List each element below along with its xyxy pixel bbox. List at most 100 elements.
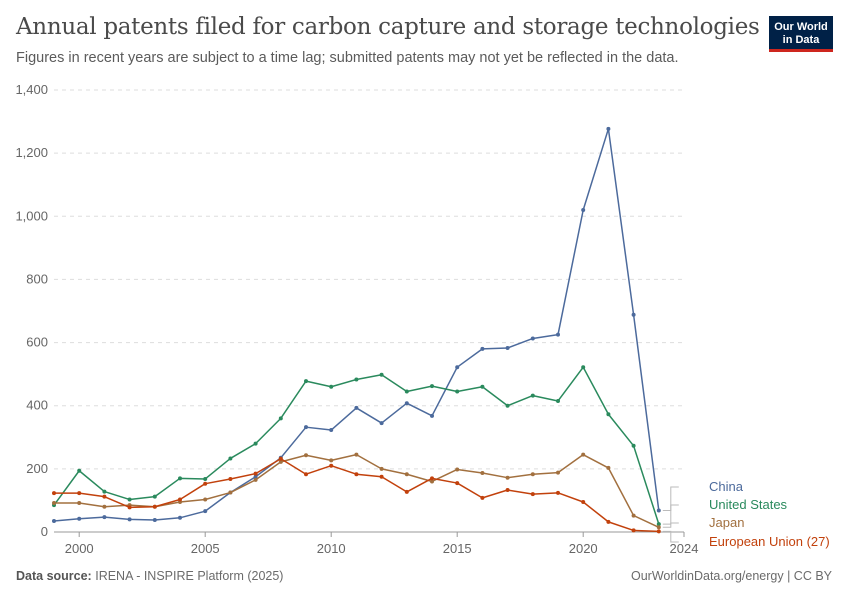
data-point: [556, 470, 560, 475]
data-point: [253, 441, 258, 446]
data-point: [127, 497, 132, 502]
data-point: [379, 372, 384, 377]
logo-line-1: Our World: [774, 21, 828, 33]
chart-grid: [54, 89, 684, 470]
data-point: [404, 389, 409, 394]
data-point: [354, 405, 359, 410]
data-point: [203, 509, 208, 514]
data-point: [152, 504, 157, 509]
legend-label: United States: [709, 497, 788, 512]
data-point: [102, 504, 107, 509]
x-tick-label: 2024: [670, 541, 699, 556]
data-point: [606, 126, 611, 131]
x-tick-label: 2015: [443, 541, 472, 556]
data-point: [480, 495, 485, 500]
data-point: [606, 519, 611, 524]
series-line: [54, 453, 660, 528]
chart-legend: China United States Japan European Union (2…: [662, 479, 830, 549]
data-point: [253, 477, 258, 482]
chart-axes: 0 200 400 600 800 1,000 1,200 1,400 2000 2005 2010…: [15, 82, 698, 556]
data-point: [631, 513, 636, 518]
data-point: [52, 491, 56, 496]
data-point: [606, 465, 611, 470]
data-point: [530, 472, 535, 477]
data-point: [178, 476, 182, 481]
data-point: [102, 489, 107, 494]
x-tick-label: 2005: [191, 541, 220, 556]
data-point: [656, 522, 661, 527]
data-point: [228, 476, 233, 481]
data-point: [127, 505, 132, 510]
y-tick-label: 1,000: [15, 208, 48, 223]
footer-credit[interactable]: OurWorldinData.org/energy | CC BY: [630, 569, 832, 583]
y-tick-label: 600: [26, 335, 48, 350]
data-point: [329, 428, 334, 433]
data-point: [430, 413, 434, 418]
data-point: [581, 500, 586, 505]
data-point: [304, 472, 308, 477]
data-point: [505, 345, 510, 350]
data-point: [530, 393, 535, 398]
data-point: [253, 471, 258, 476]
data-point: [203, 476, 208, 481]
data-point: [304, 453, 308, 458]
legend-connector: [662, 522, 679, 528]
data-point: [581, 452, 586, 457]
data-point: [631, 443, 636, 448]
legend-connector: [662, 486, 679, 512]
data-point: [228, 490, 233, 495]
data-point: [379, 421, 384, 426]
owid-logo[interactable]: Our World in Data: [769, 16, 833, 52]
data-point: [480, 346, 485, 351]
data-point: [379, 466, 384, 471]
data-point: [354, 472, 359, 477]
data-source: Data source: IRENA - INSPIRE Platform (2…: [16, 569, 283, 583]
data-point: [52, 503, 56, 508]
data-point: [530, 492, 535, 497]
data-point: [329, 384, 334, 389]
y-tick-label: 800: [26, 271, 48, 286]
data-point: [480, 470, 485, 475]
chart-subtitle: Figures in recent years are subject to a…: [16, 50, 679, 66]
y-tick-label: 0: [41, 524, 48, 539]
data-point: [530, 336, 535, 341]
data-point: [505, 475, 510, 480]
legend-label: Japan: [709, 515, 744, 530]
data-point: [253, 474, 258, 479]
data-point: [77, 468, 82, 473]
data-point: [203, 481, 208, 486]
data-point: [102, 494, 107, 499]
data-point: [329, 463, 334, 468]
data-point: [430, 479, 434, 484]
data-point: [278, 459, 283, 464]
data-point: [581, 365, 586, 370]
data-point: [203, 497, 208, 502]
data-point: [455, 481, 460, 486]
data-point: [606, 412, 611, 417]
data-source-text[interactable]: IRENA - INSPIRE Platform (2025): [95, 569, 284, 583]
data-point: [152, 518, 157, 523]
data-point: [505, 488, 510, 493]
data-point: [228, 490, 233, 495]
data-point: [178, 497, 182, 502]
data-point: [178, 515, 182, 520]
data-point: [404, 401, 409, 406]
data-point: [228, 456, 233, 461]
data-point: [455, 365, 460, 370]
data-point: [656, 525, 661, 530]
data-point: [505, 403, 510, 408]
data-point: [404, 472, 409, 477]
series-line: [53, 366, 660, 525]
data-point: [304, 425, 308, 430]
data-point: [556, 332, 560, 337]
data-point: [480, 384, 485, 389]
data-point: [278, 456, 283, 461]
series-line: [54, 458, 659, 533]
data-point: [379, 474, 384, 479]
legend-label: European Union (27): [709, 534, 830, 549]
data-point: [656, 508, 661, 513]
data-point: [430, 476, 434, 481]
data-point: [52, 518, 56, 523]
y-tick-label: 200: [26, 461, 48, 476]
